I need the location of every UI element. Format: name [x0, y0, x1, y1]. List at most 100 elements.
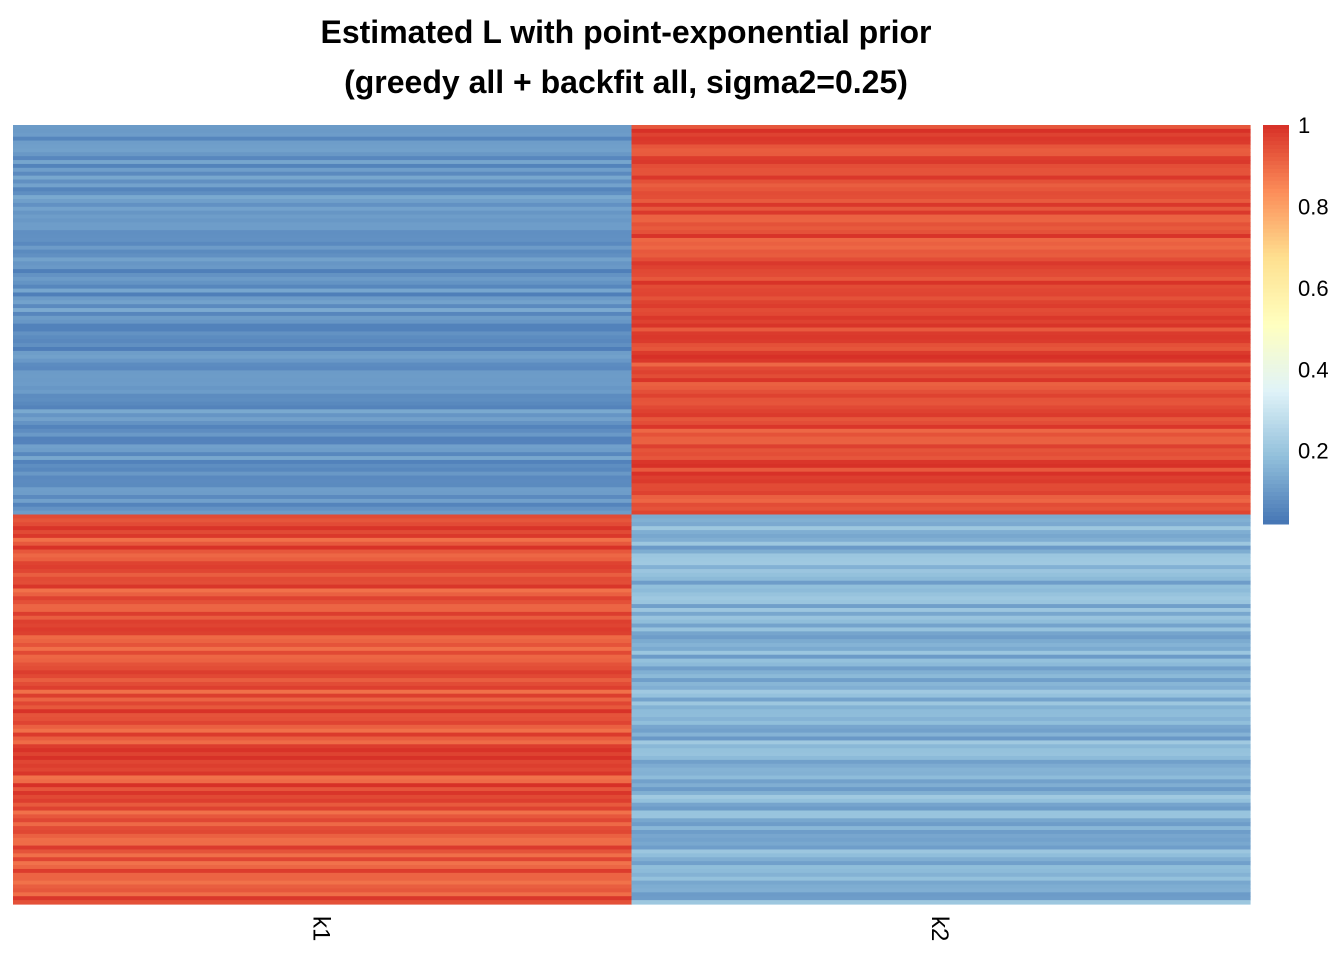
heatmap-cell: [631, 755, 1251, 761]
heatmap-cells: [13, 125, 1251, 905]
heatmap-cell: [631, 210, 1251, 216]
heatmap-cell: [631, 806, 1251, 812]
heatmap-cell: [631, 701, 1251, 706]
heatmap-cell: [631, 607, 1251, 613]
heatmap-cell: [13, 483, 633, 488]
heatmap-cell: [13, 187, 633, 192]
heatmap-cell: [631, 459, 1251, 465]
heatmap-cell: [13, 300, 633, 305]
heatmap-cell: [13, 600, 633, 605]
heatmap-cell: [13, 397, 633, 403]
heatmap-cell: [13, 654, 633, 660]
legend-color-step: [1263, 376, 1289, 381]
heatmap-cell: [631, 498, 1251, 504]
heatmap-cell: [13, 218, 633, 223]
heatmap-cell: [631, 619, 1251, 625]
heatmap-cell: [13, 693, 633, 699]
legend-color-step: [1263, 432, 1289, 437]
legend-color-step: [1263, 296, 1289, 302]
heatmap-cell: [13, 717, 633, 722]
legend-color-step: [1263, 396, 1289, 401]
heatmap-cell: [13, 880, 633, 886]
heatmap-cell: [13, 526, 633, 531]
legend-color-step: [1263, 304, 1289, 310]
legend-color-step: [1263, 232, 1289, 238]
heatmap-cell: [13, 639, 633, 644]
legend-color-step: [1263, 496, 1289, 501]
heatmap-cell: [631, 787, 1251, 792]
heatmap-cell: [13, 592, 633, 597]
heatmap-cell: [13, 896, 633, 901]
heatmap-cell: [13, 409, 633, 414]
heatmap-cell: [631, 580, 1251, 586]
heatmap-cell: [13, 522, 633, 527]
heatmap-cell: [13, 382, 633, 387]
chart-title-line-1: Estimated L with point-exponential prior: [320, 14, 932, 50]
heatmap-cell: [631, 814, 1251, 819]
heatmap-cell: [13, 475, 633, 481]
heatmap-cell: [631, 736, 1251, 742]
legend-color-step: [1263, 264, 1289, 270]
legend-color-step: [1263, 320, 1289, 325]
legend-color-step: [1263, 340, 1289, 345]
heatmap-cell: [631, 245, 1251, 251]
heatmap-cell: [13, 685, 633, 691]
heatmap-cell: [631, 900, 1251, 905]
heatmap-cell: [13, 502, 633, 508]
heatmap-cell: [631, 713, 1251, 718]
legend-color-step: [1263, 292, 1289, 298]
legend-color-step: [1263, 224, 1289, 230]
heatmap-cell: [13, 308, 633, 313]
heatmap-cell: [13, 857, 633, 862]
heatmap-cell: [13, 861, 633, 866]
heatmap-cell: [631, 693, 1251, 699]
heatmap-cell: [631, 156, 1251, 161]
legend-color-step: [1263, 408, 1289, 413]
legend-color-step: [1263, 504, 1289, 509]
heatmap-cell: [13, 280, 633, 286]
heatmap-cell: [13, 681, 633, 687]
heatmap-cell: [631, 167, 1251, 173]
heatmap-cell: [13, 495, 633, 500]
heatmap-cell: [631, 389, 1251, 395]
heatmap-cell: [631, 798, 1251, 804]
heatmap-cell: [13, 405, 633, 410]
heatmap-cell: [13, 401, 633, 407]
heatmap-cell: [631, 810, 1251, 816]
heatmap-cell: [631, 779, 1251, 784]
heatmap-cell: [631, 144, 1251, 149]
legend-color-step: [1263, 420, 1289, 425]
heatmap-cell: [631, 132, 1251, 138]
heatmap-cell: [631, 522, 1251, 527]
legend-color-step: [1263, 428, 1289, 433]
heatmap-cell: [13, 265, 633, 270]
heatmap-cell: [13, 152, 633, 157]
heatmap-cell: [13, 736, 633, 742]
heatmap-cell: [631, 288, 1251, 294]
legend-color-step: [1263, 192, 1289, 198]
heatmap-cell: [13, 549, 633, 555]
heatmap-cell: [13, 763, 633, 769]
heatmap-cell: [13, 206, 633, 212]
heatmap-cell: [631, 775, 1251, 780]
heatmap-cell: [13, 872, 633, 878]
heatmap-cell: [631, 257, 1251, 262]
heatmap-cell: [13, 748, 633, 753]
heatmap-cell: [631, 670, 1251, 675]
legend-color-step: [1263, 184, 1289, 190]
heatmap-cell: [631, 561, 1251, 566]
heatmap-cell: [631, 444, 1251, 449]
heatmap-cell: [13, 666, 633, 671]
legend-color-step: [1263, 256, 1289, 262]
heatmap-cell: [631, 475, 1251, 481]
legend-color-step: [1263, 212, 1289, 218]
heatmap-cell: [631, 163, 1251, 169]
heatmap-cell: [13, 713, 633, 718]
legend-color-step: [1263, 404, 1289, 409]
legend-color-step: [1263, 132, 1289, 138]
heatmap-cell: [13, 245, 633, 251]
heatmap-cell: [631, 171, 1251, 177]
heatmap-cell: [631, 646, 1251, 652]
heatmap-cell: [13, 179, 633, 185]
